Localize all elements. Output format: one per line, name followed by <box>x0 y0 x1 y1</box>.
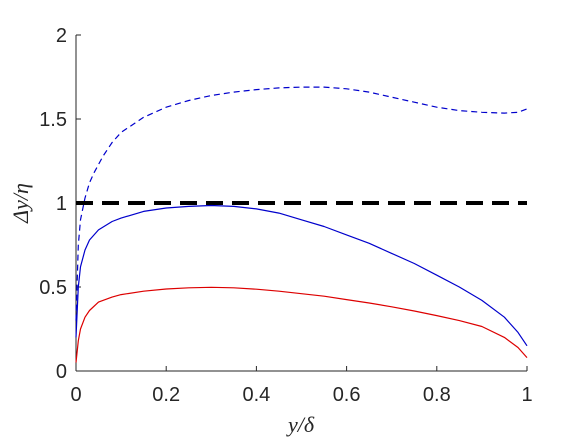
x-axis-ticks: 0 0.2 0.4 0.6 0.8 1 <box>70 366 533 406</box>
x-tick-label: 0.8 <box>423 384 451 406</box>
x-axis-label: y/δ <box>286 412 315 437</box>
x-tick-label: 0 <box>70 384 81 406</box>
x-tick-label: 0.2 <box>152 384 180 406</box>
y-tick-label: 1 <box>56 193 67 215</box>
y-tick-label: 0 <box>56 361 67 383</box>
solid-blue-series-line <box>75 204 528 347</box>
y-axis-label: Δy/η <box>8 183 33 224</box>
x-tick-label: 1 <box>521 384 532 406</box>
dashed-blue-series-line <box>75 86 528 321</box>
y-tick-label: 0.5 <box>39 277 67 299</box>
x-tick-label: 0.4 <box>242 384 270 406</box>
x-tick-label: 0.6 <box>333 384 361 406</box>
y-tick-label: 1.5 <box>39 109 67 131</box>
solid-red-series-line <box>75 286 528 363</box>
y-axis-ticks: 0 0.5 1 1.5 2 <box>39 25 81 383</box>
y-tick-label: 2 <box>56 25 67 47</box>
series-layer <box>75 86 528 363</box>
